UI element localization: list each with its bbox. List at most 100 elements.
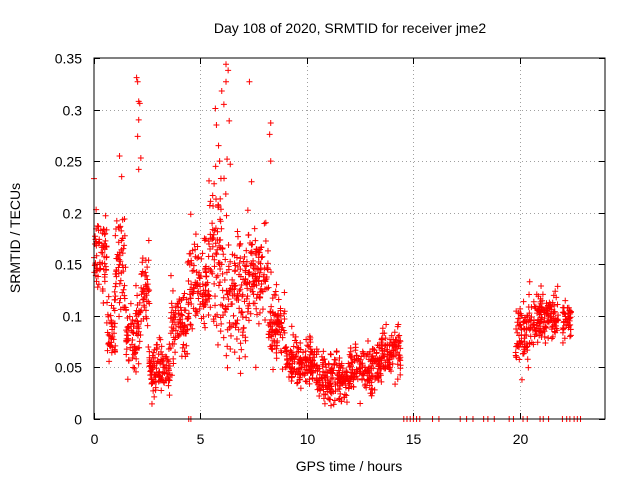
data-point — [212, 302, 219, 309]
data-point — [129, 316, 136, 323]
data-point — [219, 287, 226, 294]
data-point — [383, 346, 390, 353]
data-point — [330, 388, 337, 395]
data-point — [220, 101, 227, 108]
data-point — [517, 305, 524, 312]
data-point — [338, 373, 345, 380]
data-point — [156, 334, 163, 341]
data-point — [185, 277, 192, 284]
data-point — [124, 337, 131, 344]
data-point — [142, 313, 149, 320]
data-point — [240, 258, 247, 265]
data-point — [517, 322, 524, 329]
data-point — [209, 234, 216, 241]
data-point — [281, 308, 288, 315]
data-point — [135, 166, 142, 173]
data-point — [320, 348, 327, 355]
data-point — [213, 196, 220, 203]
data-point — [105, 340, 112, 347]
data-point — [397, 371, 404, 378]
data-point — [539, 297, 546, 304]
data-point — [217, 279, 224, 286]
data-point — [366, 382, 373, 389]
data-point — [258, 254, 265, 261]
data-point — [96, 259, 103, 266]
data-point — [207, 246, 214, 253]
data-point — [327, 386, 334, 393]
data-point — [183, 342, 190, 349]
data-point — [346, 377, 353, 384]
data-point — [245, 271, 252, 278]
data-point — [368, 373, 375, 380]
data-point — [99, 249, 106, 256]
data-point — [259, 306, 266, 313]
data-point — [268, 303, 275, 310]
data-point — [353, 352, 360, 359]
data-point — [137, 331, 144, 338]
data-point — [383, 321, 390, 328]
data-point — [266, 131, 273, 138]
data-point — [531, 321, 538, 328]
data-point — [555, 312, 562, 319]
data-point — [277, 307, 284, 314]
data-point — [222, 191, 229, 198]
data-point — [526, 340, 533, 347]
data-point — [199, 250, 206, 257]
data-point — [374, 370, 381, 377]
data-point — [102, 237, 109, 244]
data-point — [550, 310, 557, 317]
data-point — [313, 346, 320, 353]
data-point — [515, 309, 522, 316]
data-point — [539, 329, 546, 336]
data-point — [221, 277, 228, 284]
data-point — [315, 366, 322, 373]
data-point — [176, 296, 183, 303]
data-point — [123, 338, 130, 345]
data-point — [245, 231, 252, 238]
data-point — [112, 293, 119, 300]
data-point — [243, 314, 250, 321]
data-point — [134, 332, 141, 339]
data-point — [346, 351, 353, 358]
data-point — [98, 244, 105, 251]
data-point — [222, 256, 229, 263]
data-point — [134, 324, 141, 331]
data-point — [159, 351, 166, 358]
data-point — [322, 379, 329, 386]
data-point — [250, 281, 257, 288]
data-point — [188, 301, 195, 308]
data-point — [261, 220, 268, 227]
data-point — [273, 345, 280, 352]
data-point — [521, 331, 528, 338]
data-point — [103, 253, 110, 260]
data-point — [176, 331, 183, 338]
data-point — [247, 249, 254, 256]
data-point — [303, 336, 310, 343]
data-point — [116, 261, 123, 268]
data-point — [225, 67, 232, 74]
data-point — [548, 335, 555, 342]
data-point — [145, 237, 152, 244]
data-point — [379, 325, 386, 332]
data-point — [113, 255, 120, 262]
data-point — [138, 270, 145, 277]
data-point — [244, 302, 251, 309]
data-point — [386, 336, 393, 343]
data-point — [307, 363, 314, 370]
data-point — [223, 269, 230, 276]
data-point — [135, 116, 142, 123]
data-point — [566, 333, 573, 340]
data-point — [515, 343, 522, 350]
data-point — [297, 376, 304, 383]
data-point — [140, 296, 147, 303]
data-point — [190, 284, 197, 291]
data-point — [209, 220, 216, 227]
data-point — [214, 236, 221, 243]
data-point — [338, 398, 345, 405]
data-point — [223, 212, 230, 219]
data-point — [363, 384, 370, 391]
data-point — [287, 355, 294, 362]
data-point — [354, 376, 361, 383]
data-point — [214, 272, 221, 279]
data-point — [356, 364, 363, 371]
